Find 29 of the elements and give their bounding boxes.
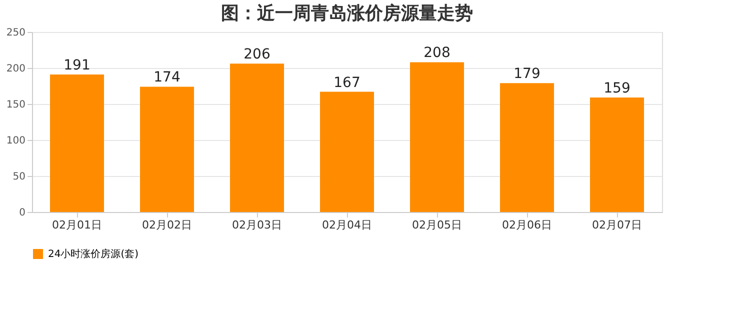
data-label: 206	[244, 46, 270, 63]
data-label: 191	[64, 57, 90, 74]
bar	[230, 64, 284, 212]
y-tick-label: 100	[6, 136, 26, 146]
y-tick-label: 250	[6, 28, 26, 38]
bar	[500, 83, 554, 212]
y-tick-label: 200	[6, 64, 26, 74]
data-label: 179	[514, 66, 540, 82]
x-tick-label: 02月03日	[232, 218, 282, 232]
x-tick-label: 02月05日	[412, 218, 462, 232]
y-tick-label: 150	[6, 100, 26, 110]
data-label: 208	[424, 45, 450, 62]
chart-title: 图：近一周青岛涨价房源量走势	[221, 3, 473, 24]
legend-label: 24小时涨价房源(套)	[48, 248, 139, 260]
x-tick-label: 02月02日	[142, 218, 192, 232]
x-tick-label: 02月07日	[592, 218, 642, 232]
bar	[320, 92, 374, 212]
bar	[140, 86, 194, 212]
data-label: 174	[154, 70, 180, 86]
bar	[410, 62, 464, 212]
bar	[590, 98, 644, 212]
bar	[50, 74, 104, 212]
data-label: 167	[334, 74, 360, 91]
x-tick-label: 02月06日	[502, 218, 552, 232]
y-tick-label: 0	[19, 208, 26, 218]
data-label: 159	[604, 80, 630, 97]
y-tick-label: 50	[12, 172, 26, 182]
x-tick-label: 02月01日	[52, 218, 102, 232]
x-tick-label: 02月04日	[322, 218, 372, 232]
